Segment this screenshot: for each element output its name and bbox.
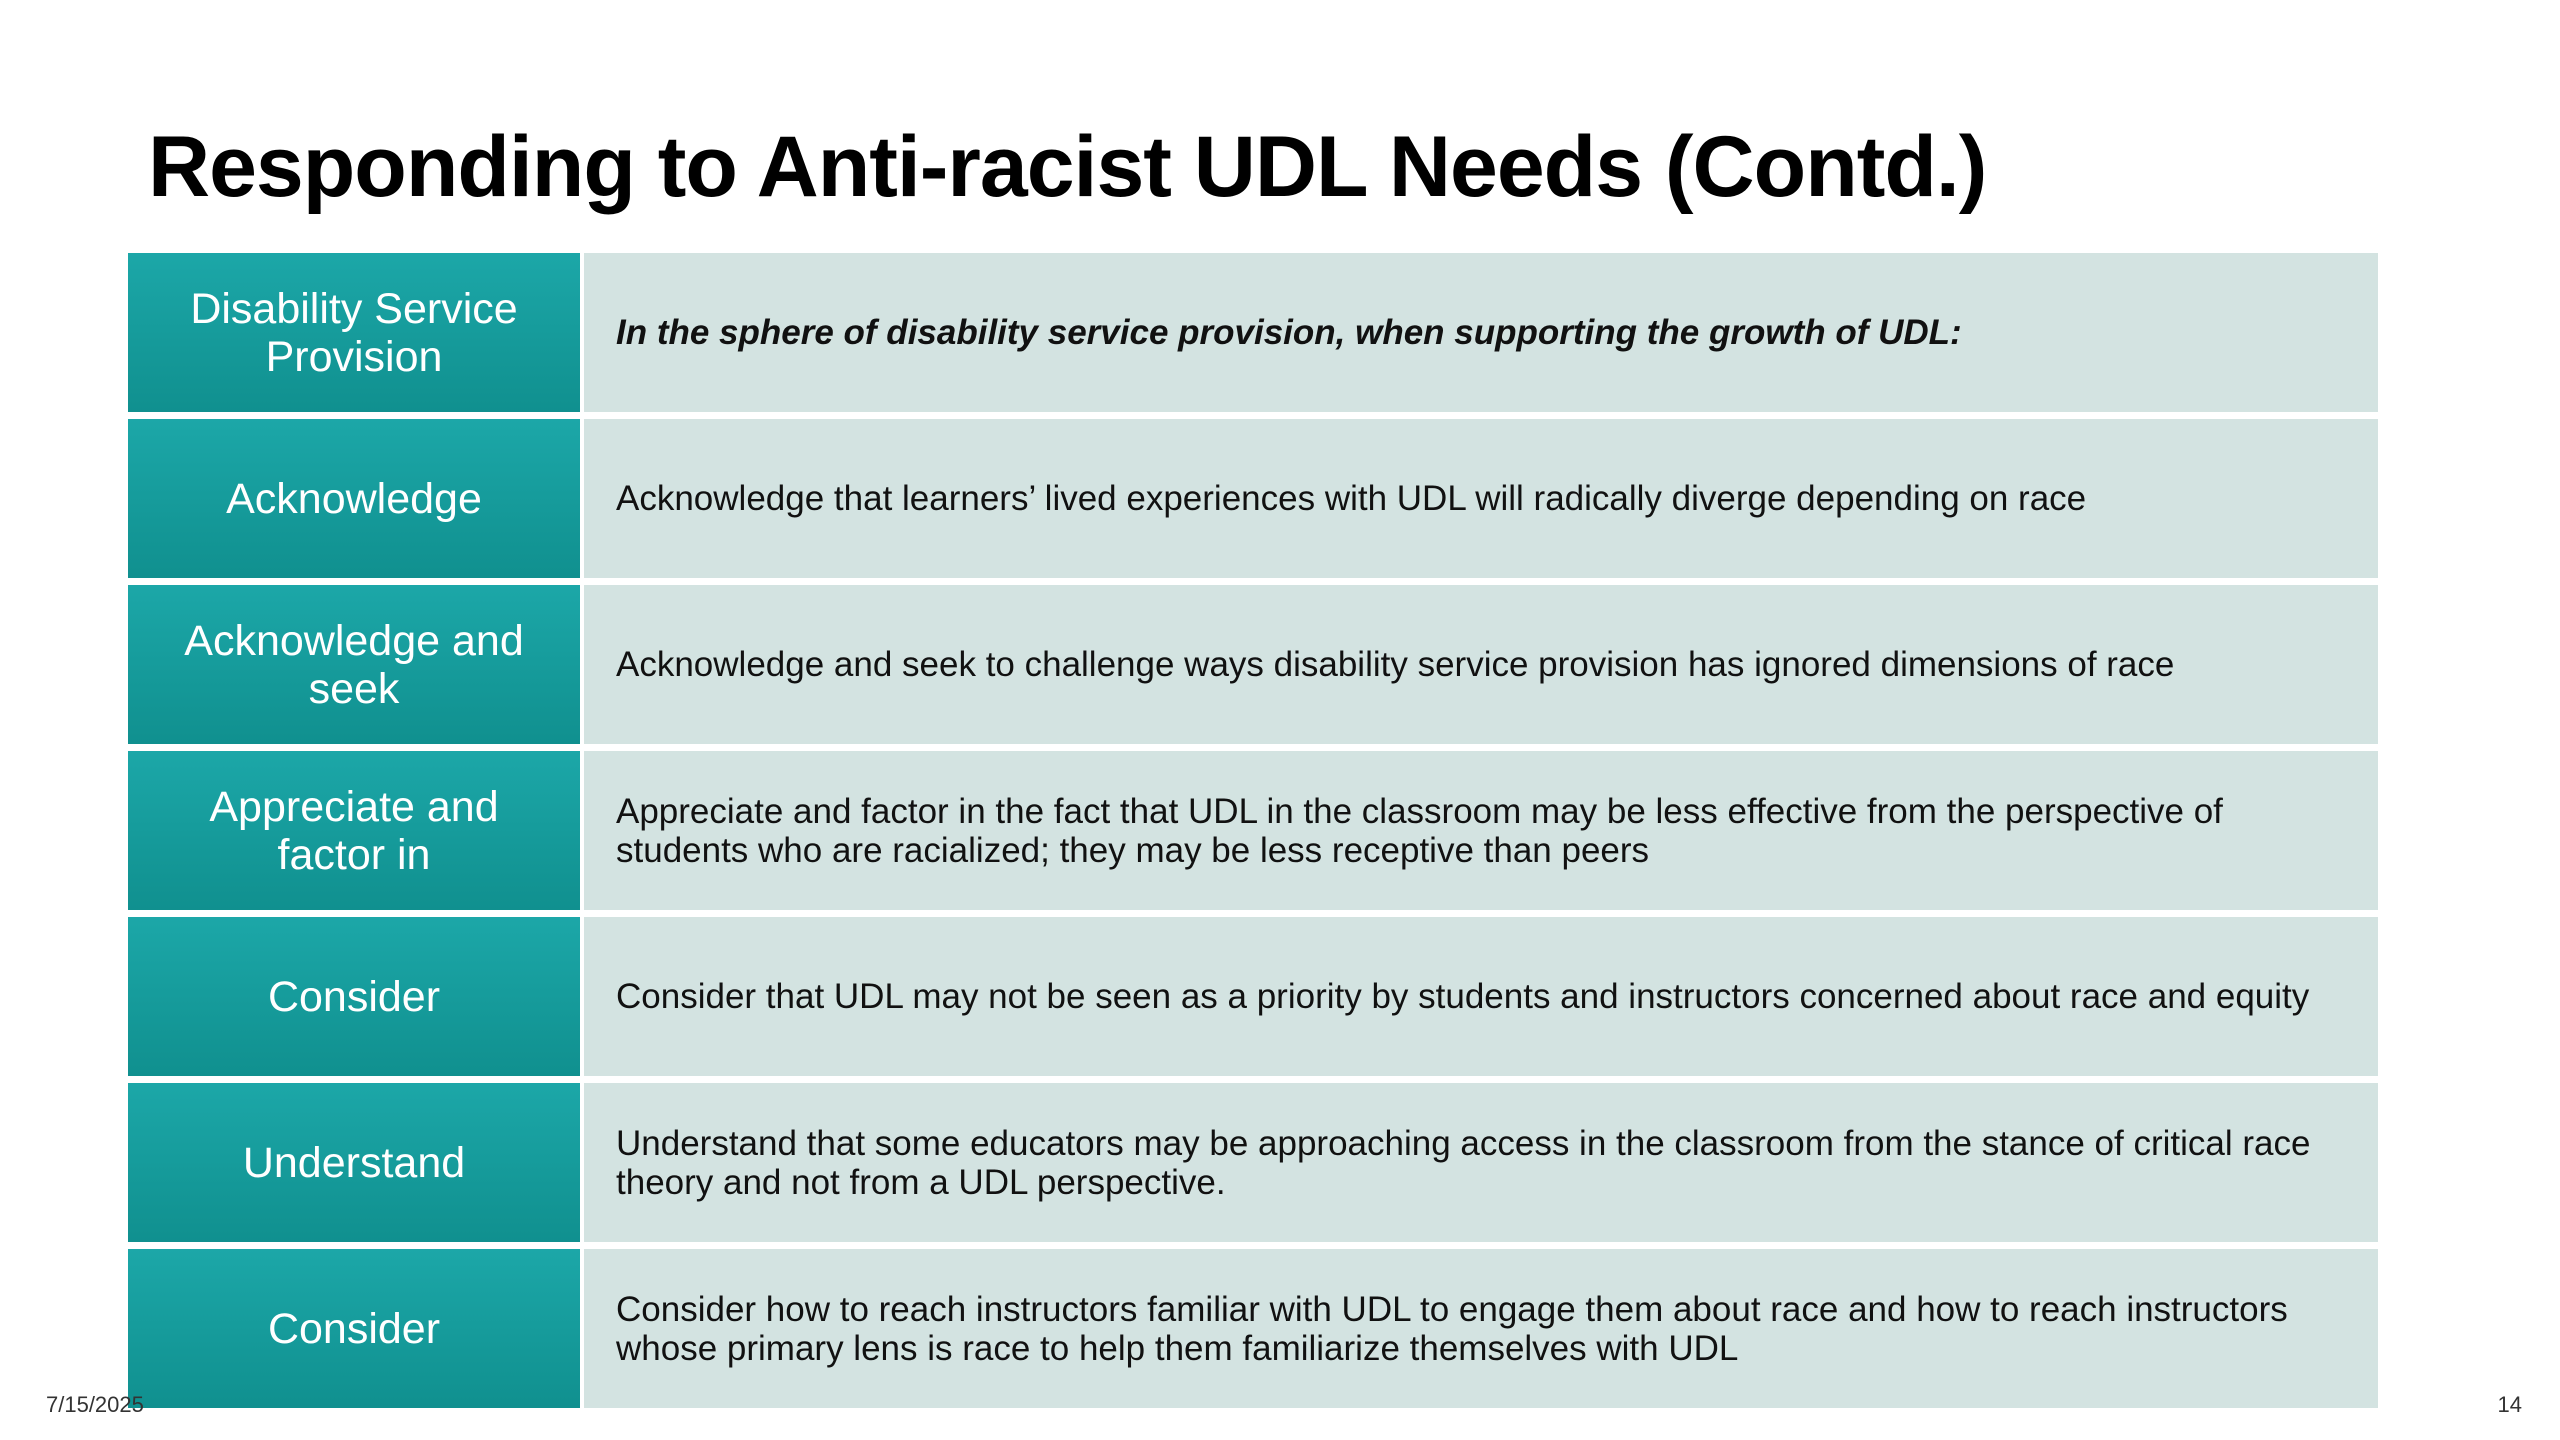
cell-divider bbox=[580, 751, 584, 910]
row-label: Appreciate and factor in bbox=[128, 751, 580, 910]
table-row: Acknowledge Acknowledge that learners’ l… bbox=[128, 419, 2378, 578]
cell-divider bbox=[580, 1249, 584, 1408]
row-description: Acknowledge that learners’ lived experie… bbox=[584, 419, 2378, 578]
row-description: Acknowledge and seek to challenge ways d… bbox=[584, 585, 2378, 744]
table-row: Acknowledge and seek Acknowledge and see… bbox=[128, 585, 2378, 744]
row-description: Appreciate and factor in the fact that U… bbox=[584, 751, 2378, 910]
row-label: Disability Service Provision bbox=[128, 253, 580, 412]
row-description: Consider how to reach instructors famili… bbox=[584, 1249, 2378, 1408]
row-label: Acknowledge and seek bbox=[128, 585, 580, 744]
cell-divider bbox=[580, 917, 584, 1076]
footer-date: 7/15/2025 bbox=[46, 1392, 144, 1417]
table-row-header: Disability Service Provision In the sphe… bbox=[128, 253, 2378, 412]
cell-divider bbox=[580, 419, 584, 578]
row-label: Acknowledge bbox=[128, 419, 580, 578]
table-row: Consider Consider how to reach instructo… bbox=[128, 1249, 2378, 1408]
row-label: Consider bbox=[128, 1249, 580, 1408]
row-label: Consider bbox=[128, 917, 580, 1076]
slide-title: Responding to Anti-racist UDL Needs (Con… bbox=[148, 119, 1987, 215]
cell-divider bbox=[580, 1083, 584, 1242]
cell-divider bbox=[580, 585, 584, 744]
table-row: Appreciate and factor in Appreciate and … bbox=[128, 751, 2378, 910]
table-row: Consider Consider that UDL may not be se… bbox=[128, 917, 2378, 1076]
row-label: Understand bbox=[128, 1083, 580, 1242]
row-description: In the sphere of disability service prov… bbox=[584, 253, 2378, 412]
table-row: Understand Understand that some educator… bbox=[128, 1083, 2378, 1242]
row-description: Consider that UDL may not be seen as a p… bbox=[584, 917, 2378, 1076]
udl-table: Disability Service Provision In the sphe… bbox=[128, 253, 2378, 1408]
cell-divider bbox=[580, 253, 584, 412]
slide-number: 14 bbox=[2497, 1392, 2522, 1417]
row-description: Understand that some educators may be ap… bbox=[584, 1083, 2378, 1242]
